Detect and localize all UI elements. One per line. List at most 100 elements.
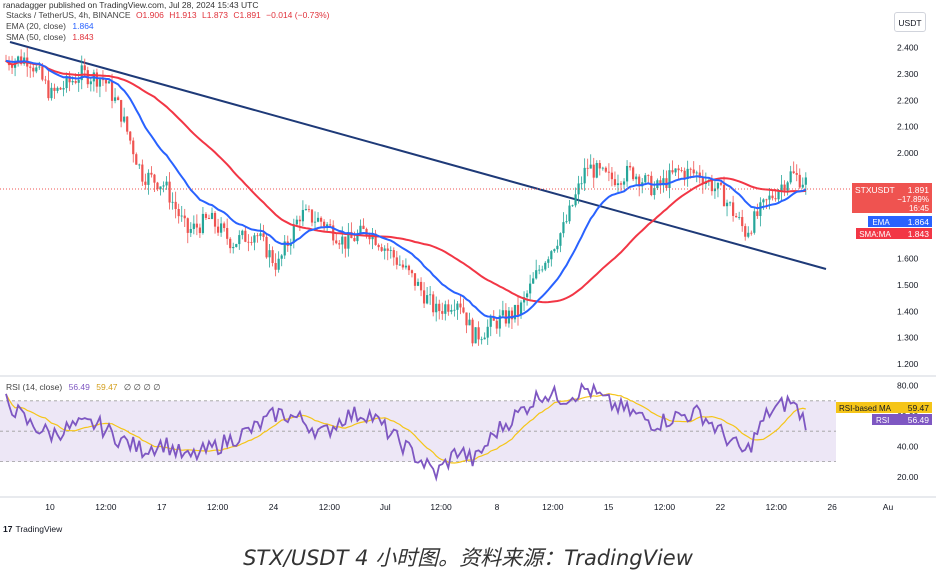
candle-body xyxy=(59,87,62,90)
candle-body xyxy=(765,199,768,201)
candle-body xyxy=(253,235,256,243)
tag-countdown: 16:45 xyxy=(909,204,930,213)
candle-body xyxy=(365,228,368,236)
candle-body xyxy=(353,238,356,242)
candle-body xyxy=(413,273,417,286)
candle-body xyxy=(556,245,559,250)
candle-body xyxy=(210,212,214,219)
ema-tag-label: EMA xyxy=(872,218,890,227)
candle-body xyxy=(798,174,801,188)
candle-body xyxy=(683,170,686,180)
candle-body xyxy=(532,278,535,284)
candle-body xyxy=(386,248,389,251)
price-tick-label: 1.600 xyxy=(897,254,919,264)
candle-body xyxy=(653,188,656,196)
candle-body xyxy=(195,223,198,228)
candle-body xyxy=(271,250,274,264)
candle-body xyxy=(771,195,774,199)
candle-body xyxy=(489,317,492,327)
candle-body xyxy=(41,66,44,80)
sma-line xyxy=(5,60,806,304)
candle-body xyxy=(107,81,111,84)
candle-body xyxy=(525,293,529,298)
candle-body xyxy=(601,167,604,169)
candle-body xyxy=(762,199,765,203)
candle-body xyxy=(622,181,626,185)
candle-body xyxy=(662,178,665,186)
ohlc-high: H1.913 xyxy=(169,10,197,20)
candle-body xyxy=(177,208,180,217)
candle-body xyxy=(138,164,141,166)
candle-body xyxy=(359,225,362,234)
time-tick-label: 12:00 xyxy=(654,502,676,512)
rsi-tag-value: 56.49 xyxy=(908,415,930,425)
currency-button[interactable]: USDT xyxy=(894,12,926,32)
trendline xyxy=(9,41,827,270)
candle-body xyxy=(410,270,414,274)
candle-body xyxy=(589,164,592,169)
rsi-legend[interactable]: RSI (14, close) 56.49 59.47 ∅ ∅ ∅ ∅ xyxy=(6,382,161,392)
candle-body xyxy=(229,238,232,249)
candle-body xyxy=(577,183,580,195)
tradingview-logo[interactable]: 17 TradingView xyxy=(3,524,63,534)
candle-body xyxy=(574,194,577,206)
candle-body xyxy=(501,310,504,316)
candle-body xyxy=(538,269,541,271)
candle-body xyxy=(20,56,23,64)
candle-body xyxy=(701,177,704,185)
sma-legend-label: SMA (50, close) xyxy=(6,32,66,42)
candle-body xyxy=(722,184,726,207)
candle-body xyxy=(62,88,65,90)
candle-body xyxy=(680,170,683,171)
candle-body xyxy=(159,186,162,190)
candle-body xyxy=(616,183,620,186)
candle-body xyxy=(10,65,14,68)
ohlc-change: −0.014 (−0.73%) xyxy=(266,10,330,20)
candle-body xyxy=(674,168,677,173)
candle-body xyxy=(207,217,211,219)
candle-body xyxy=(347,231,350,249)
candle-body xyxy=(89,81,92,85)
candle-body xyxy=(307,208,311,210)
candle-body xyxy=(756,211,759,217)
candle-body xyxy=(310,209,314,223)
price-chart[interactable]: 2.400 2.300 2.200 2.100 2.000 1.600 1.500 1.400… xyxy=(0,0,936,520)
price-tick-label: 1.400 xyxy=(897,306,919,316)
time-tick-label: 12:00 xyxy=(430,502,452,512)
candle-body xyxy=(162,185,165,187)
candle-body xyxy=(483,337,486,340)
candle-body xyxy=(629,165,632,168)
tag-price: 1.891 xyxy=(908,185,930,195)
candle-body xyxy=(186,218,189,233)
publish-note: ranadagger published on TradingView.com,… xyxy=(3,0,259,10)
candle-body xyxy=(416,281,420,286)
candle-body xyxy=(668,170,671,189)
symbol-legend[interactable]: Stacks / TetherUS, 4h, BINANCE O1.906 H1… xyxy=(6,10,333,20)
candle-body xyxy=(644,175,647,183)
ema-legend[interactable]: EMA (20, close) 1.864 xyxy=(6,21,94,31)
sma-legend[interactable]: SMA (50, close) 1.843 xyxy=(6,32,94,42)
candle-body xyxy=(392,250,395,258)
time-axis: 10 12:00 17 12:00 24 12:00 Jul 12:00 8 12:00 15 12:… xyxy=(45,502,893,512)
candle-body xyxy=(619,183,623,185)
candle-body xyxy=(580,183,583,185)
candle-body xyxy=(123,116,126,122)
candle-body xyxy=(238,235,241,245)
candle-body xyxy=(171,201,174,203)
candle-body xyxy=(65,75,68,89)
candle-body xyxy=(535,270,538,279)
price-tick-label: 2.400 xyxy=(897,43,919,53)
candle-body xyxy=(665,178,668,189)
candle-body xyxy=(495,320,498,329)
candle-body xyxy=(223,223,226,229)
ema-legend-label: EMA (20, close) xyxy=(6,21,66,31)
candle-body xyxy=(183,215,186,219)
candle-body xyxy=(786,182,789,191)
candle-body xyxy=(725,202,729,207)
candle-body xyxy=(695,172,698,174)
sma-price-tag: SMA:MA 1.843 xyxy=(856,228,932,239)
price-axis: 2.400 2.300 2.200 2.100 2.000 1.600 1.500 1.400… xyxy=(897,43,919,370)
candle-body xyxy=(383,248,386,251)
candle-body xyxy=(553,249,556,252)
